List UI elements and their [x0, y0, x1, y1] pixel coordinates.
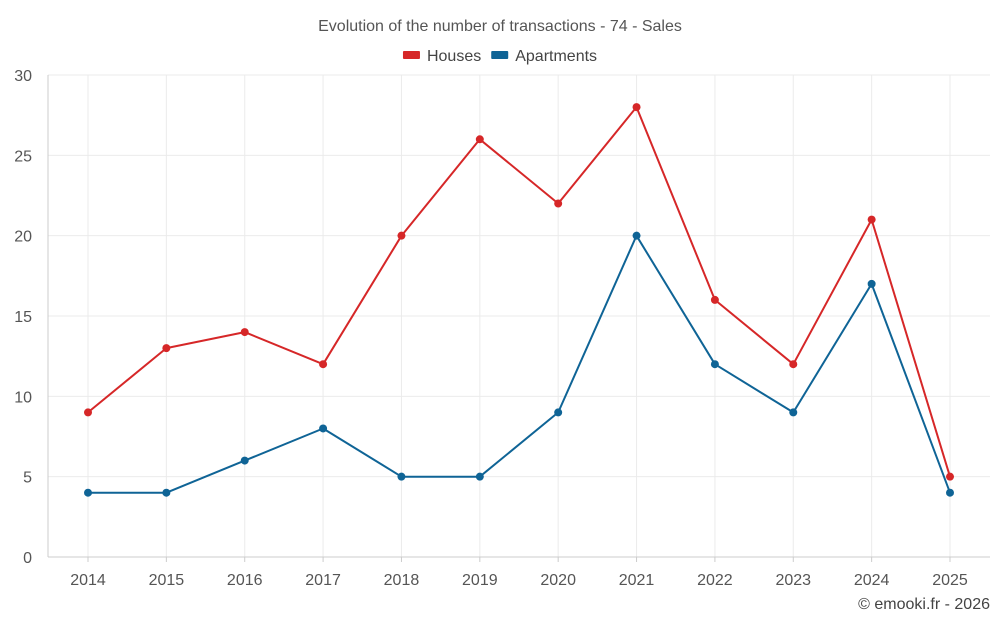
x-tick-label: 2022 [697, 572, 733, 589]
legend-item-apartments[interactable]: Apartments [491, 48, 597, 65]
x-tick-label: 2014 [70, 572, 106, 589]
legend: Houses Apartments [402, 48, 597, 65]
legend-label: Houses [427, 48, 481, 65]
x-tick-label: 2023 [775, 572, 811, 589]
data-point-houses[interactable] [554, 199, 563, 208]
legend-label: Apartments [515, 48, 597, 65]
data-point-apartments[interactable] [710, 360, 719, 369]
series-apartments [84, 231, 954, 497]
series-line-apartments [88, 234, 951, 494]
legend-swatch [491, 51, 509, 59]
x-tick-label: 2025 [932, 572, 968, 589]
x-tick-label: 2017 [305, 572, 341, 589]
legend-item-houses[interactable]: Houses [402, 48, 481, 65]
data-point-apartments[interactable] [84, 488, 92, 497]
data-point-apartments[interactable] [632, 231, 641, 240]
series-line-houses [87, 106, 951, 477]
y-axis-ticks: 0 5 10 15 20 25 30 [14, 68, 32, 567]
data-point-houses[interactable] [397, 231, 406, 240]
chart-title: Evolution of the number of transactions … [318, 18, 682, 35]
series-houses [84, 103, 954, 481]
data-point-houses[interactable] [946, 472, 954, 481]
data-point-apartments[interactable] [475, 472, 484, 481]
data-point-apartments[interactable] [397, 472, 406, 481]
x-tick-label: 2016 [227, 572, 263, 589]
x-tick-label: 2019 [462, 572, 498, 589]
y-tick-label: 10 [14, 389, 32, 406]
y-tick-label: 0 [23, 550, 32, 567]
data-point-apartments[interactable] [867, 279, 876, 288]
data-point-apartments[interactable] [554, 408, 563, 417]
y-tick-label: 5 [23, 470, 32, 487]
series-layer [84, 103, 954, 497]
data-point-houses[interactable] [632, 103, 641, 112]
y-tick-label: 20 [14, 229, 32, 246]
data-point-apartments[interactable] [240, 456, 249, 465]
x-tick-label: 2018 [384, 572, 420, 589]
data-point-apartments[interactable] [162, 488, 171, 497]
x-tick-label: 2024 [854, 572, 890, 589]
legend-swatch [402, 51, 420, 59]
y-tick-label: 30 [14, 68, 32, 85]
axes [47, 75, 990, 562]
x-axis-ticks: 2014 2015 2016 2017 2018 2019 2020 2021 2022 2023… [70, 572, 968, 589]
data-point-houses[interactable] [475, 135, 484, 144]
data-point-houses[interactable] [319, 360, 328, 369]
data-point-apartments[interactable] [946, 488, 954, 497]
data-point-apartments[interactable] [789, 408, 798, 417]
x-tick-label: 2021 [619, 572, 655, 589]
grid [48, 74, 990, 557]
x-tick-label: 2020 [540, 572, 576, 589]
data-point-apartments[interactable] [319, 424, 328, 433]
data-point-houses[interactable] [789, 360, 798, 369]
data-point-houses[interactable] [710, 295, 719, 304]
x-tick-label: 2015 [149, 572, 185, 589]
credit-text: © emooki.fr - 2026 [858, 596, 990, 613]
y-tick-label: 15 [14, 309, 32, 326]
data-point-houses[interactable] [240, 328, 249, 337]
data-point-houses[interactable] [162, 344, 171, 353]
y-tick-label: 25 [14, 148, 32, 165]
data-point-houses[interactable] [867, 215, 876, 224]
data-point-houses[interactable] [84, 408, 92, 417]
